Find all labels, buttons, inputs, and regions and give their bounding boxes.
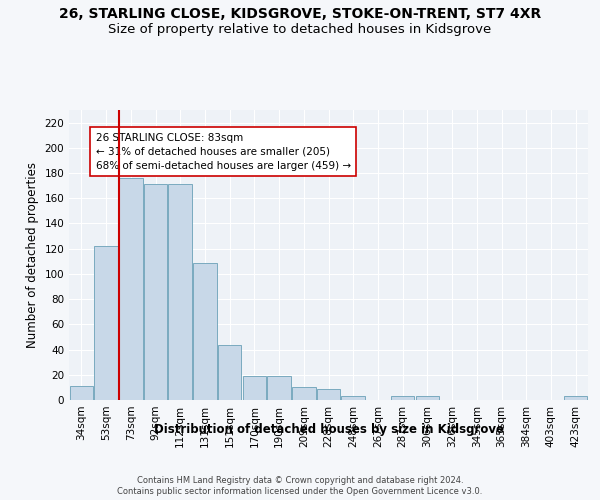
- Bar: [268, 376, 291, 400]
- Text: 26, STARLING CLOSE, KIDSGROVE, STOKE-ON-TRENT, ST7 4XR: 26, STARLING CLOSE, KIDSGROVE, STOKE-ON-…: [59, 8, 541, 22]
- Bar: [564, 396, 587, 400]
- Bar: [70, 386, 93, 400]
- Bar: [391, 396, 415, 400]
- Bar: [119, 178, 143, 400]
- Bar: [317, 388, 340, 400]
- Y-axis label: Number of detached properties: Number of detached properties: [26, 162, 39, 348]
- Text: 26 STARLING CLOSE: 83sqm
← 31% of detached houses are smaller (205)
68% of semi-: 26 STARLING CLOSE: 83sqm ← 31% of detach…: [95, 132, 351, 170]
- Bar: [169, 184, 192, 400]
- Text: Distribution of detached houses by size in Kidsgrove: Distribution of detached houses by size …: [154, 422, 504, 436]
- Bar: [144, 184, 167, 400]
- Bar: [193, 262, 217, 400]
- Text: Size of property relative to detached houses in Kidsgrove: Size of property relative to detached ho…: [109, 22, 491, 36]
- Bar: [94, 246, 118, 400]
- Bar: [416, 396, 439, 400]
- Bar: [242, 376, 266, 400]
- Bar: [292, 388, 316, 400]
- Bar: [341, 396, 365, 400]
- Text: Contains public sector information licensed under the Open Government Licence v3: Contains public sector information licen…: [118, 488, 482, 496]
- Bar: [218, 344, 241, 400]
- Text: Contains HM Land Registry data © Crown copyright and database right 2024.: Contains HM Land Registry data © Crown c…: [137, 476, 463, 485]
